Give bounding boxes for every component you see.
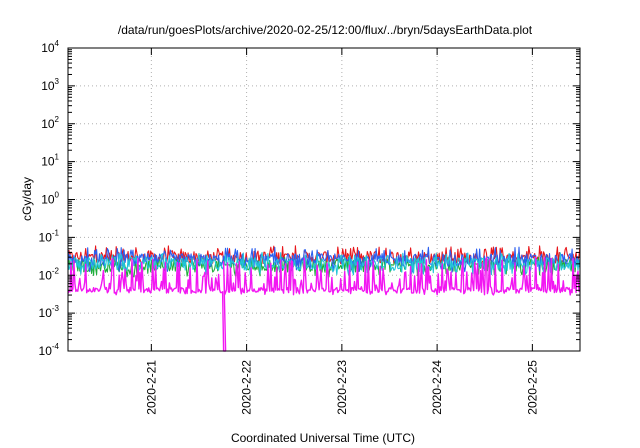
x-tick-label: 2020-2-25 [525,360,539,415]
grid [68,48,580,351]
y-tick-label: 104 [41,39,59,55]
y-tick-label: 103 [41,77,59,93]
y-tick-label: 101 [41,153,59,169]
x-tick-label: 2020-2-21 [144,360,158,415]
tick-marks [68,47,580,352]
x-tick-label: 2020-2-23 [335,360,349,415]
chart-title: /data/run/goesPlots/archive/2020-02-25/1… [118,23,533,37]
x-tick-label: 2020-2-24 [430,360,444,415]
series-line-5 [67,256,581,352]
x-tick-label: 2020-2-22 [240,360,254,415]
y-tick-label: 102 [41,115,59,131]
y-tick-labels: 10-4 10-3 10-2 10-1 100 101 102 103 104 [39,39,60,358]
x-tick-labels: 2020-2-21 2020-2-22 2020-2-23 2020-2-24 2020… [144,360,539,415]
y-tick-label: 10-3 [39,304,60,320]
y-axis-label: cGy/day [20,177,34,221]
y-tick-label: 10-4 [39,342,60,358]
y-tick-label: 10-1 [39,228,60,244]
y-tick-label: 100 [41,191,59,207]
x-axis-label: Coordinated Universal Time (UTC) [231,431,415,445]
series-layer [67,245,581,352]
series-line-1 [67,245,581,265]
y-tick-label: 10-2 [39,266,60,282]
